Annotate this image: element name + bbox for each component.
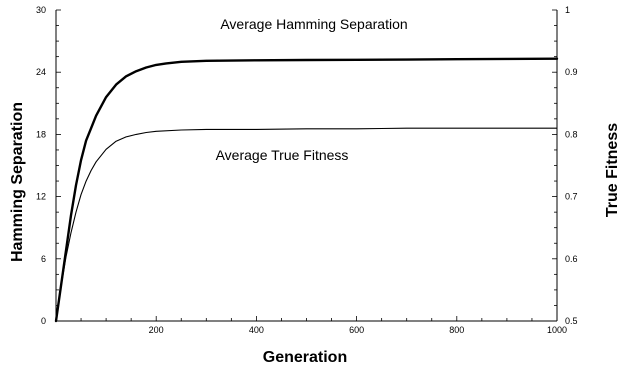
hamming-annotation: Average Hamming Separation	[220, 16, 407, 32]
y-right-tick-label: 0.5	[565, 316, 578, 326]
x-axis-title: Generation	[263, 349, 347, 366]
y-right-axis-title: True Fitness	[604, 123, 621, 217]
y-left-tick-label: 0	[41, 316, 46, 326]
y-left-tick-label: 24	[36, 67, 46, 77]
y-left-tick-label: 12	[36, 192, 46, 202]
y-right-tick-label: 0.6	[565, 254, 578, 264]
y-right-tick-label: 1	[565, 5, 570, 15]
x-tick-label: 400	[249, 325, 264, 335]
labels: Average Hamming Separation Average True …	[9, 16, 621, 366]
y-left-tick-label: 6	[41, 254, 46, 264]
x-tick-label: 800	[449, 325, 464, 335]
y-right-tick-label: 0.8	[565, 129, 578, 139]
y-left-tick-label: 30	[36, 5, 46, 15]
series-layer	[54, 57, 559, 323]
y-left-axis-title: Hamming Separation	[9, 102, 26, 262]
true-fitness-line	[55, 127, 558, 322]
y-right-tick-label: 0.7	[565, 192, 578, 202]
y-right-tick-label: 0.9	[565, 67, 578, 77]
x-tick-label: 200	[149, 325, 164, 335]
axes: 0 6 12 18 24 30 0.5 0.6 0.7 0.8 0.9 1 200 400 600 800 10…	[36, 5, 578, 335]
hamming-separation-line	[54, 57, 559, 323]
x-tick-label: 600	[349, 325, 364, 335]
y-left-tick-label: 18	[36, 129, 46, 139]
x-tick-label: 1000	[547, 325, 567, 335]
fitness-annotation: Average True Fitness	[216, 147, 349, 163]
